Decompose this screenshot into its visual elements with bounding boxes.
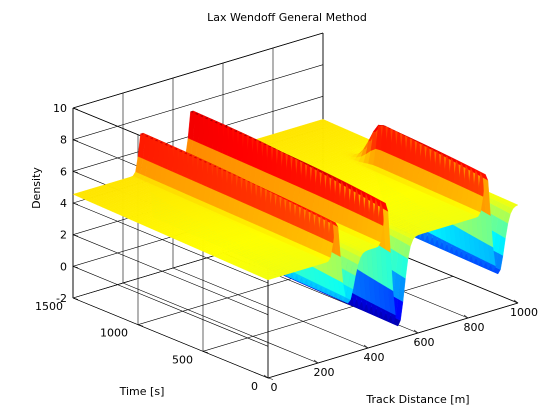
y-tick-mark: [137, 324, 144, 327]
z-tick-mark: [72, 266, 79, 269]
floor-gridline: [172, 267, 369, 349]
z-tick-mark: [72, 107, 79, 110]
z-tick-label: 4: [60, 197, 67, 210]
left-wall-gridline: [72, 266, 269, 347]
chart-title: Lax Wendoff General Method: [207, 11, 367, 24]
z-tick-label: 2: [60, 229, 67, 242]
x-tick-mark: [313, 359, 319, 364]
x-tick-label: 0: [271, 381, 278, 394]
x-axis-label: Track Distance [m]: [365, 393, 469, 406]
y-axis-label: Time [s]: [119, 385, 165, 398]
x-tick-label: 1000: [510, 306, 538, 319]
y-tick-mark: [202, 351, 209, 354]
left-wall-gridline: [72, 234, 269, 315]
z-tick-mark: [72, 139, 79, 142]
axis-box-edge: [267, 302, 519, 379]
surface-mesh: [72, 110, 519, 327]
floor-gridline: [202, 276, 454, 352]
surface-patch: [510, 202, 519, 207]
y-tick-label: 1500: [35, 300, 63, 313]
y-tick-label: 0: [251, 380, 258, 393]
z-tick-label: 10: [53, 102, 67, 115]
y-tick-label: 500: [172, 353, 193, 366]
z-tick-mark: [72, 234, 79, 237]
z-tick-mark: [72, 171, 79, 174]
x-tick-label: 600: [414, 336, 435, 349]
x-tick-label: 200: [314, 366, 335, 379]
y-tick-mark: [267, 377, 274, 380]
x-tick-label: 800: [464, 321, 485, 334]
z-tick-label: 0: [60, 260, 67, 273]
x-tick-mark: [513, 299, 519, 304]
y-tick-label: 1000: [100, 327, 128, 340]
z-tick-label: -2: [56, 292, 67, 305]
y-tick-mark: [72, 297, 79, 300]
x-tick-mark: [463, 314, 469, 319]
back-wall-gridline: [72, 64, 324, 140]
z-tick-mark: [72, 202, 79, 205]
x-tick-label: 400: [364, 351, 385, 364]
z-tick-label: 6: [60, 165, 67, 178]
z-tick-label: 8: [60, 134, 67, 147]
floor-gridline: [122, 282, 319, 364]
x-tick-mark: [413, 329, 419, 334]
x-tick-mark: [363, 344, 369, 349]
z-axis-label: Density: [30, 167, 43, 209]
x-tick-mark: [263, 374, 269, 379]
axis-box-edge: [72, 32, 324, 109]
axis-ticks: -2 0 2 4 6 8 10 0 500 1000 1500 0 200 400 600 800 1000: [35, 102, 538, 394]
floor-gridline: [72, 297, 269, 379]
left-wall-gridline: [72, 202, 269, 284]
